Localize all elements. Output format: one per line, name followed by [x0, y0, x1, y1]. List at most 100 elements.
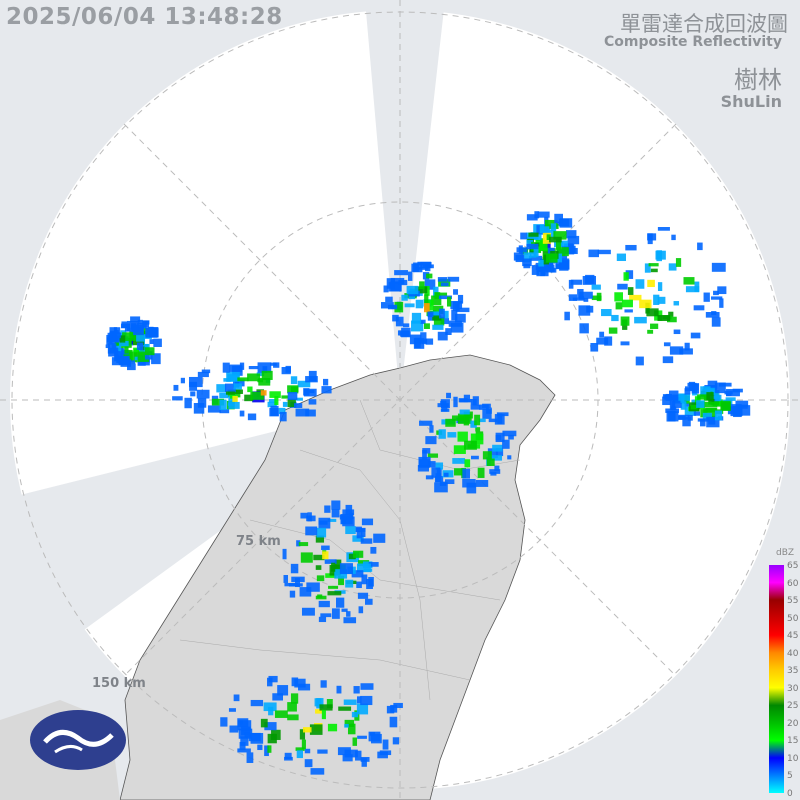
echo-cell	[516, 247, 528, 253]
echo-cell	[564, 311, 570, 321]
echo-cell	[404, 303, 415, 308]
echo-cell	[234, 379, 245, 387]
echo-cell	[355, 750, 362, 761]
echo-cell	[153, 338, 162, 347]
echo-cell	[356, 703, 369, 715]
echo-cell	[548, 236, 562, 243]
echo-cell	[274, 396, 279, 406]
echo-cell	[413, 262, 423, 273]
echo-cell	[703, 408, 717, 418]
echo-cell	[360, 538, 373, 544]
echo-cell	[328, 585, 339, 589]
legend-tick: 15	[787, 736, 799, 746]
echo-cell	[479, 404, 489, 410]
echo-cell	[247, 413, 257, 421]
echo-cell	[471, 455, 479, 460]
echo-cell	[704, 401, 718, 408]
echo-cell	[369, 732, 376, 736]
echo-cell	[130, 316, 141, 323]
echo-cell	[356, 531, 363, 539]
echo-cell	[316, 527, 327, 538]
echo-cell	[616, 253, 627, 262]
echo-cell	[304, 748, 311, 754]
echo-cell	[239, 741, 246, 750]
echo-cell	[455, 307, 470, 313]
echo-cell	[663, 342, 671, 347]
echo-cell	[390, 281, 402, 292]
echo-cell	[579, 295, 584, 300]
echo-cell	[634, 316, 647, 324]
echo-cell	[296, 750, 303, 759]
echo-cell	[470, 404, 481, 410]
echo-cell	[445, 418, 456, 427]
echo-cell	[118, 356, 129, 364]
echo-cell	[507, 455, 512, 460]
echo-cell	[297, 380, 311, 388]
echo-cell	[568, 294, 578, 301]
echo-cell	[488, 455, 503, 461]
echo-cell	[260, 390, 267, 396]
echo-cell	[646, 308, 659, 317]
echo-cell	[392, 314, 399, 322]
legend-tick: 20	[787, 718, 799, 729]
echo-cell	[424, 279, 436, 290]
echo-cell	[419, 281, 425, 289]
echo-cell	[720, 400, 731, 411]
echo-cell	[644, 263, 651, 273]
echo-cell	[684, 342, 690, 351]
echo-cell	[419, 420, 433, 426]
echo-cell	[334, 559, 342, 569]
echo-cell	[528, 255, 543, 261]
echo-cell	[453, 289, 459, 295]
echo-cell	[244, 394, 254, 402]
echo-cell	[453, 445, 466, 454]
echo-cell	[557, 255, 568, 260]
echo-cell	[668, 311, 674, 317]
legend-tick: 30	[787, 683, 799, 694]
echo-cell	[559, 218, 573, 228]
echo-cell	[356, 696, 362, 704]
echo-cell	[267, 745, 272, 753]
site-name-en: ShuLin	[720, 92, 782, 111]
echo-cell	[432, 315, 442, 321]
echo-cell	[502, 439, 510, 449]
echo-cell	[336, 597, 345, 608]
echo-cell	[650, 323, 659, 329]
echo-cell	[344, 749, 358, 758]
echo-cell	[596, 337, 609, 345]
echo-cell	[339, 563, 353, 575]
echo-cell	[690, 404, 698, 410]
echo-cell	[588, 249, 600, 258]
echo-cell	[452, 458, 466, 464]
echo-cell	[306, 515, 316, 522]
echo-cell	[360, 683, 374, 690]
echo-cell	[321, 386, 332, 394]
echo-cell	[675, 258, 682, 267]
echo-cell	[535, 239, 548, 251]
echo-cell	[282, 401, 288, 407]
echo-cell	[106, 337, 119, 343]
echo-cell	[656, 250, 663, 262]
echo-cell	[443, 310, 449, 319]
echo-cell	[693, 305, 705, 311]
echo-cell	[327, 723, 338, 732]
echo-cell	[733, 406, 742, 418]
echo-cell	[615, 302, 623, 310]
echo-cell	[725, 397, 736, 401]
echo-cell	[438, 308, 445, 319]
echo-cell	[108, 347, 119, 357]
echo-cell	[662, 394, 672, 399]
echo-cell	[343, 699, 357, 705]
echo-cell	[338, 706, 352, 711]
echo-cell	[237, 377, 249, 382]
echo-cell	[290, 376, 298, 385]
echo-cell	[133, 327, 144, 336]
echo-cell	[134, 356, 140, 361]
echo-cell	[345, 579, 354, 588]
echo-cell	[422, 449, 427, 460]
legend-tick: 5	[787, 771, 793, 781]
echo-cell	[392, 737, 400, 745]
echo-cell	[539, 226, 550, 234]
echo-cell	[257, 362, 272, 373]
echo-cell	[691, 383, 700, 394]
